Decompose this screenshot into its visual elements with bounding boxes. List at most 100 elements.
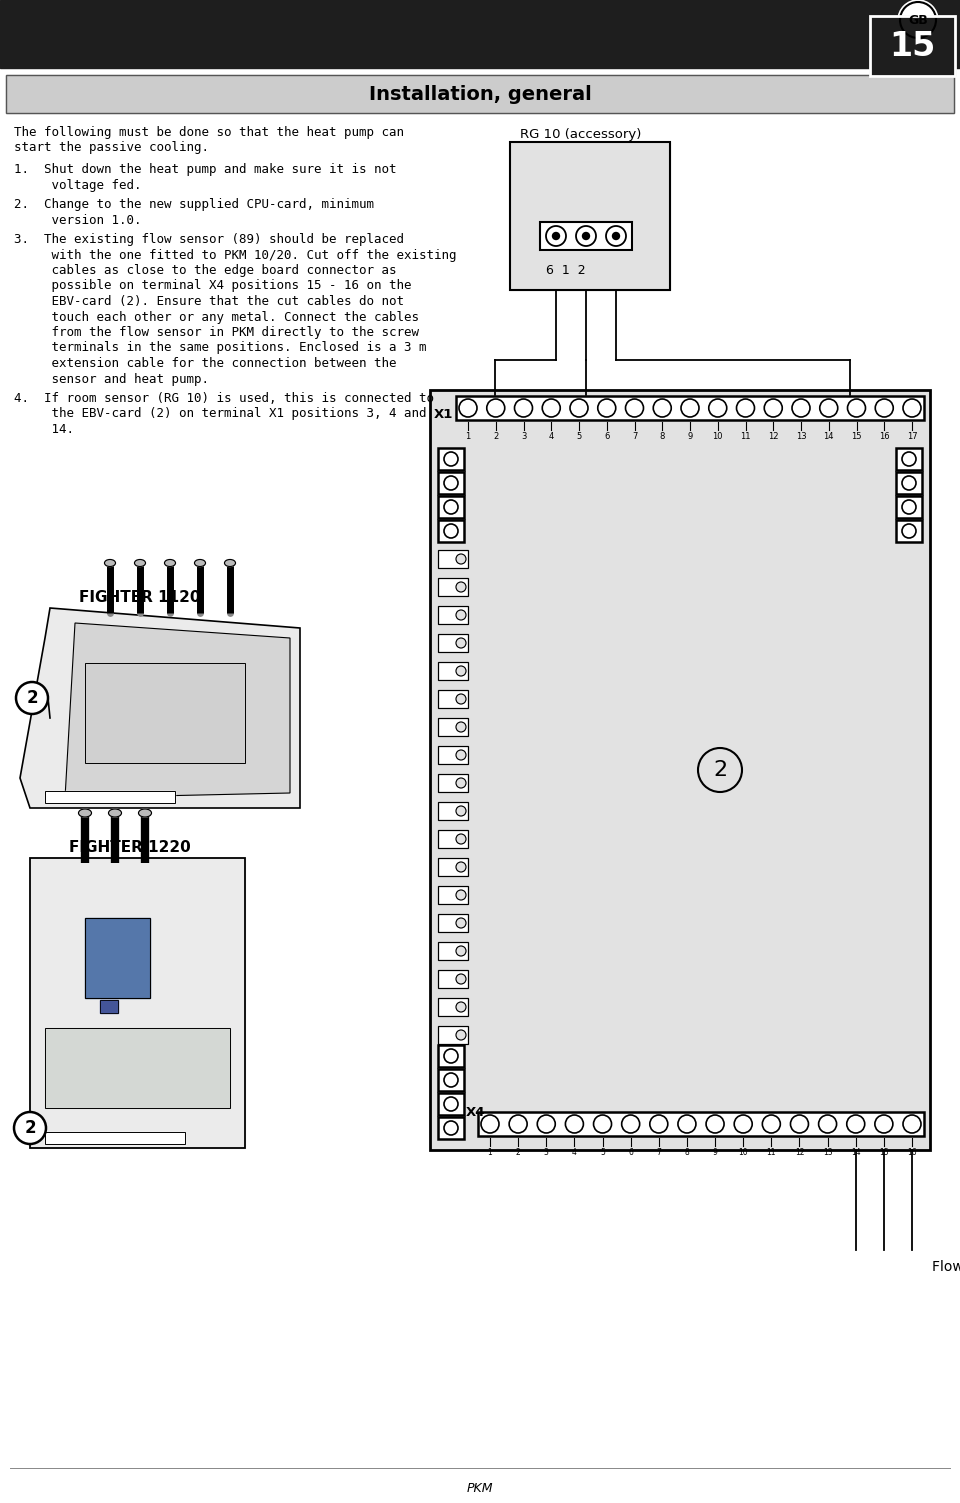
Bar: [438, 690, 468, 708]
Bar: [438, 858, 468, 876]
Text: 13: 13: [823, 1148, 832, 1157]
Circle shape: [456, 974, 466, 984]
Bar: [438, 520, 464, 543]
Bar: [438, 774, 468, 792]
Circle shape: [456, 806, 466, 816]
Ellipse shape: [195, 559, 205, 567]
Text: 15: 15: [889, 30, 936, 63]
Bar: [438, 774, 468, 792]
Bar: [438, 885, 468, 903]
Bar: [438, 745, 468, 764]
Ellipse shape: [105, 559, 115, 567]
Circle shape: [622, 1115, 639, 1133]
Ellipse shape: [225, 559, 235, 567]
Circle shape: [14, 1112, 46, 1144]
Bar: [438, 1093, 464, 1115]
Circle shape: [698, 748, 742, 792]
Polygon shape: [20, 609, 300, 809]
Bar: [30, 858, 245, 1148]
Circle shape: [487, 398, 505, 416]
Circle shape: [444, 476, 458, 490]
Ellipse shape: [164, 559, 176, 567]
Circle shape: [626, 398, 643, 416]
Circle shape: [583, 233, 589, 239]
Polygon shape: [65, 624, 290, 798]
Text: 7: 7: [632, 431, 637, 440]
Bar: [45, 1028, 230, 1108]
Text: the EBV-card (2) on terminal X1 positions 3, 4 and: the EBV-card (2) on terminal X1 position…: [14, 407, 426, 421]
Text: 10: 10: [738, 1148, 748, 1157]
Text: terminals in the same positions. Enclosed is a 3 m: terminals in the same positions. Enclose…: [14, 341, 426, 355]
Text: 14: 14: [824, 431, 834, 440]
Circle shape: [459, 398, 477, 416]
Bar: [896, 472, 922, 494]
Bar: [896, 520, 922, 543]
Bar: [6, 75, 954, 113]
Circle shape: [903, 1115, 921, 1133]
Bar: [510, 141, 670, 290]
Circle shape: [653, 398, 671, 416]
Bar: [85, 663, 245, 764]
Circle shape: [444, 1097, 458, 1111]
Text: 4: 4: [572, 1148, 577, 1157]
Bar: [438, 830, 468, 848]
Text: PKM: PKM: [467, 1482, 493, 1495]
Bar: [438, 914, 468, 932]
Ellipse shape: [108, 809, 122, 818]
Bar: [870, 17, 955, 77]
Circle shape: [900, 2, 936, 38]
Text: start the passive cooling.: start the passive cooling.: [14, 141, 209, 155]
Circle shape: [444, 1073, 458, 1087]
Bar: [438, 606, 468, 624]
Circle shape: [734, 1115, 753, 1133]
Bar: [438, 1045, 464, 1067]
Bar: [438, 550, 468, 568]
Bar: [438, 1045, 464, 1067]
Circle shape: [764, 398, 782, 416]
Text: extension cable for the connection between the: extension cable for the connection betwe…: [14, 358, 396, 370]
Circle shape: [456, 750, 466, 761]
Circle shape: [444, 1121, 458, 1135]
Text: 11: 11: [767, 1148, 776, 1157]
Circle shape: [553, 233, 560, 239]
Bar: [478, 1112, 924, 1136]
Text: 8: 8: [684, 1148, 689, 1157]
Bar: [438, 690, 468, 708]
Bar: [438, 830, 468, 848]
Bar: [896, 496, 922, 519]
Bar: [45, 791, 175, 803]
Circle shape: [538, 1115, 555, 1133]
Circle shape: [762, 1115, 780, 1133]
Text: Installation, general: Installation, general: [369, 84, 591, 104]
Bar: [438, 579, 468, 597]
Text: 12: 12: [795, 1148, 804, 1157]
Bar: [6, 75, 954, 113]
Bar: [896, 472, 922, 494]
Bar: [438, 634, 468, 652]
Bar: [430, 389, 930, 1150]
Text: X1: X1: [434, 407, 453, 421]
Bar: [438, 803, 468, 821]
Bar: [540, 222, 632, 249]
Bar: [438, 969, 468, 987]
Text: 1.  Shut down the heat pump and make sure it is not: 1. Shut down the heat pump and make sure…: [14, 162, 396, 176]
Circle shape: [898, 0, 938, 41]
Text: 9: 9: [687, 431, 692, 440]
Bar: [85, 918, 150, 998]
Bar: [45, 791, 175, 803]
Text: 14: 14: [851, 1148, 860, 1157]
Bar: [438, 998, 468, 1016]
Circle shape: [681, 398, 699, 416]
Text: 4.  If room sensor (RG 10) is used, this is connected to: 4. If room sensor (RG 10) is used, this …: [14, 392, 434, 404]
Text: 4: 4: [548, 431, 554, 440]
Bar: [438, 914, 468, 932]
Text: The following must be done so that the heat pump can: The following must be done so that the h…: [14, 126, 404, 138]
Circle shape: [736, 398, 755, 416]
Text: 9: 9: [712, 1148, 717, 1157]
Bar: [478, 1112, 924, 1136]
Bar: [100, 999, 118, 1013]
Bar: [870, 17, 955, 77]
Bar: [438, 1117, 464, 1139]
Text: with the one fitted to PKM 10/20. Cut off the existing: with the one fitted to PKM 10/20. Cut of…: [14, 248, 457, 262]
Bar: [438, 942, 468, 960]
